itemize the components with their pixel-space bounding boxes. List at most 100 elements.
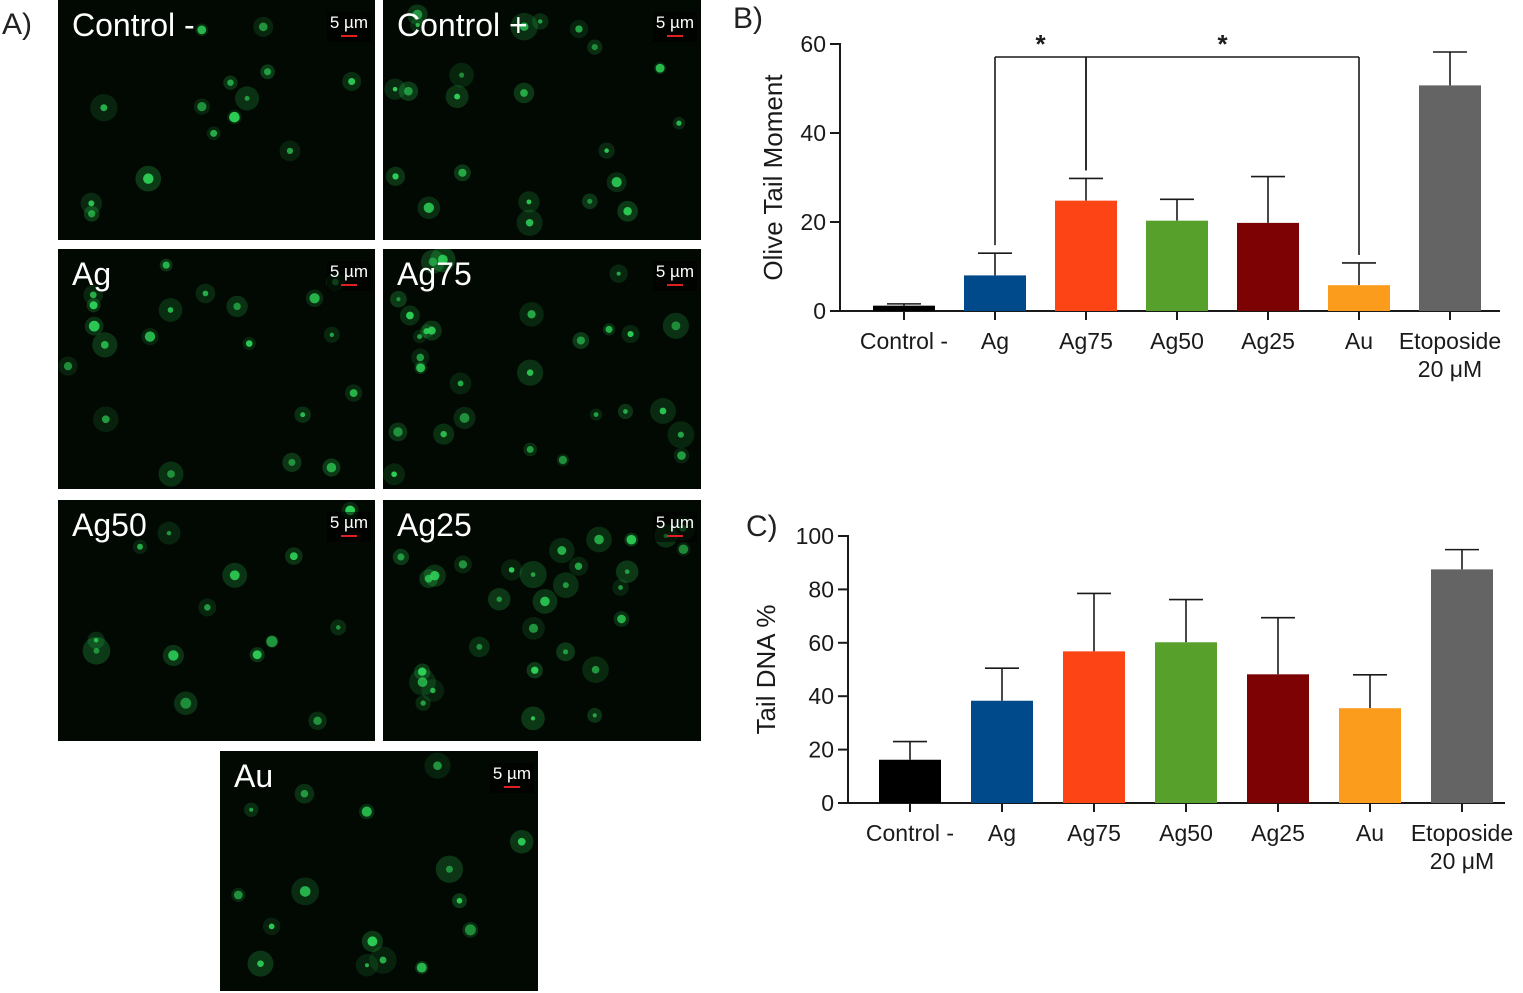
cell-spot <box>531 666 539 674</box>
cell-spot <box>604 148 609 153</box>
cell-spot <box>101 415 110 424</box>
cell-spot <box>336 625 341 630</box>
cell-spot <box>144 331 156 342</box>
cell-spot <box>605 325 613 333</box>
micrograph-label: Ag50 <box>72 507 147 543</box>
cell-spot <box>508 567 515 573</box>
cell-spot <box>406 311 414 320</box>
cell-spot <box>530 572 536 577</box>
cell-spot <box>202 290 209 297</box>
y-tick-label: 60 <box>800 31 826 57</box>
cell-spot <box>100 341 109 349</box>
cell-spot <box>623 409 628 414</box>
cell-spot <box>417 677 428 688</box>
cell-spot <box>257 960 264 967</box>
x-tick-label: 20 μM <box>1418 356 1482 382</box>
cell-spot <box>89 291 97 299</box>
micrograph-label: Control - <box>72 7 195 43</box>
micrograph-label: Ag25 <box>397 507 472 543</box>
cell-spot <box>204 604 211 611</box>
cell-spot <box>300 789 309 798</box>
cell-spot <box>525 219 534 227</box>
cell-spot <box>433 761 442 771</box>
cell-spot <box>457 380 464 387</box>
cell-spot <box>678 544 689 555</box>
significance-star: * <box>1035 29 1046 59</box>
x-tick-label: Au <box>1345 328 1373 354</box>
cell-spot <box>367 936 378 947</box>
micrograph-control-neg: Control - 5 µm <box>58 0 375 240</box>
cell-spot <box>464 924 476 936</box>
scale-bar: 5 µm <box>326 12 371 42</box>
cell-spot <box>459 412 470 423</box>
micrograph-label: Au <box>234 758 274 794</box>
cell-spots <box>392 515 696 731</box>
cell-spot <box>266 636 278 647</box>
cell-spot <box>379 956 387 964</box>
cell-spot <box>611 177 622 188</box>
cell-spots <box>384 4 686 236</box>
scale-bar: 5 µm <box>652 261 697 291</box>
cell-spot <box>412 9 423 20</box>
cell-spot <box>527 310 536 319</box>
cell-spot <box>593 412 599 418</box>
x-tick-label: Ag75 <box>1059 328 1113 354</box>
cell-spots <box>58 258 363 487</box>
cell-spot <box>361 806 372 817</box>
micrograph-label: Control + <box>397 7 528 43</box>
cell-spot <box>458 168 467 177</box>
cell-spot <box>671 321 681 331</box>
cell-spot <box>562 582 569 589</box>
cell-spot <box>618 585 623 590</box>
cell-spot <box>437 254 448 265</box>
cell-spot <box>440 430 447 438</box>
cell-spot <box>227 79 234 86</box>
cell-spot <box>93 647 100 654</box>
cell-spot <box>348 77 356 86</box>
cell-spot <box>430 570 440 581</box>
cell-spot <box>137 543 144 550</box>
cell-spot <box>526 369 534 376</box>
cell-spot <box>252 650 262 660</box>
cell-spot <box>617 614 626 624</box>
x-tick-label: Ag25 <box>1241 328 1295 354</box>
micrograph-ag50: Ag50 5 µm <box>58 500 375 741</box>
cell-spot <box>576 336 585 345</box>
micrograph-ag: Ag 5 µm <box>58 249 375 489</box>
cell-spot <box>592 713 597 718</box>
cell-spot <box>326 462 337 473</box>
panel-letter-a: A) <box>2 8 32 41</box>
cell-spot <box>63 362 73 371</box>
cell-spot <box>616 271 621 276</box>
cell-spot <box>476 643 483 650</box>
cell-spot <box>676 120 682 126</box>
cell-spot <box>430 687 436 694</box>
scale-bar: 5 µm <box>489 763 534 793</box>
cell-spot <box>458 560 468 569</box>
cell-spot <box>397 553 405 561</box>
cell-spot <box>459 72 465 78</box>
significance-star: * <box>1217 29 1228 59</box>
cell-spot <box>528 623 539 633</box>
cell-spot <box>268 923 275 930</box>
cell-spot <box>594 534 604 545</box>
cell-spot <box>496 596 503 602</box>
scale-text: 5 µm <box>329 262 368 281</box>
cell-spot <box>229 570 240 581</box>
cell-spot <box>574 562 583 570</box>
cell-spot <box>364 963 370 968</box>
cell-spot <box>167 307 174 313</box>
cell-spot <box>88 210 96 218</box>
cell-spot <box>392 86 398 92</box>
cell-spot <box>428 257 438 267</box>
cell-spot <box>299 886 311 897</box>
cell-spot <box>416 962 427 973</box>
cell-spot <box>288 458 296 466</box>
cell-spot <box>627 330 634 338</box>
micrograph-au: Au 5 µm <box>220 751 538 991</box>
scale-bar: 5 µm <box>652 12 697 42</box>
cell-spot <box>396 297 401 302</box>
cell-spot <box>445 865 453 873</box>
cell-spots <box>383 249 695 486</box>
x-tick-label: Etoposide <box>1399 328 1501 354</box>
